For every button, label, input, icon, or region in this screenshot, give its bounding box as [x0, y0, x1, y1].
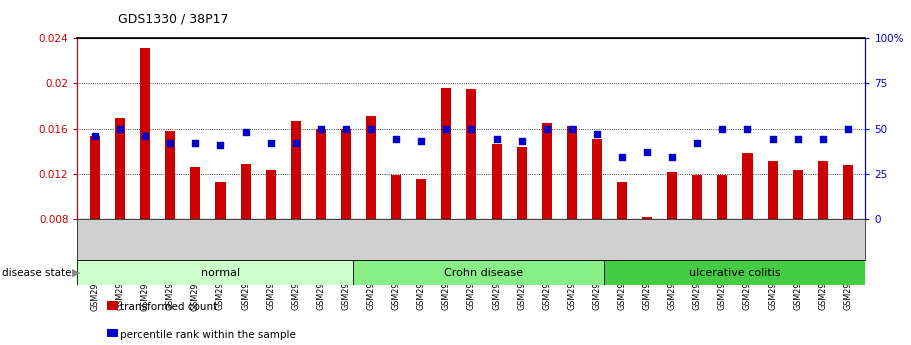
Bar — [366, 116, 376, 310]
Bar — [165, 131, 175, 310]
Bar — [140, 48, 150, 310]
Bar — [216, 182, 226, 310]
Bar — [642, 217, 652, 310]
Bar — [316, 128, 326, 310]
Point — [289, 140, 303, 146]
Bar — [341, 128, 351, 310]
Bar — [793, 170, 803, 310]
Text: Crohn disease: Crohn disease — [445, 268, 524, 277]
Bar — [567, 126, 577, 310]
Point — [414, 138, 428, 144]
Point — [339, 126, 353, 131]
Point — [539, 126, 554, 131]
Point — [113, 126, 128, 131]
Bar — [667, 171, 677, 310]
Bar — [266, 170, 276, 310]
Bar — [692, 175, 702, 310]
Point — [213, 142, 228, 148]
Point — [313, 126, 328, 131]
Bar — [768, 161, 778, 310]
Bar — [77, 260, 363, 285]
Text: transformed count: transformed count — [120, 302, 218, 312]
Point — [188, 140, 202, 146]
Point — [841, 126, 855, 131]
Point — [565, 126, 579, 131]
Bar — [492, 144, 502, 310]
Point — [791, 137, 805, 142]
Bar — [391, 175, 401, 310]
Bar — [742, 154, 752, 310]
Point — [665, 155, 680, 160]
Point — [439, 126, 454, 131]
Bar — [517, 147, 527, 310]
Bar — [291, 121, 301, 310]
Point — [163, 140, 178, 146]
Bar — [617, 182, 627, 310]
Bar — [241, 164, 251, 310]
Point — [464, 126, 478, 131]
Point — [815, 137, 830, 142]
Bar — [190, 167, 200, 310]
Point — [515, 138, 529, 144]
Bar — [416, 179, 426, 310]
Bar — [466, 89, 476, 310]
Bar — [592, 139, 602, 310]
Point — [263, 140, 278, 146]
Text: normal: normal — [201, 268, 240, 277]
Point — [690, 140, 704, 146]
Bar — [818, 161, 828, 310]
Bar — [441, 88, 451, 310]
Point — [87, 133, 102, 138]
Point — [640, 149, 654, 155]
Point — [389, 137, 404, 142]
Point — [489, 137, 504, 142]
Bar — [115, 118, 125, 310]
Text: ulcerative colitis: ulcerative colitis — [689, 268, 781, 277]
Text: percentile rank within the sample: percentile rank within the sample — [120, 330, 296, 339]
Point — [138, 133, 152, 138]
Point — [765, 137, 780, 142]
Bar — [90, 136, 100, 310]
Point — [589, 131, 604, 137]
Point — [741, 126, 755, 131]
Text: GDS1330 / 38P17: GDS1330 / 38P17 — [118, 12, 229, 25]
Bar — [717, 175, 727, 310]
Text: disease state: disease state — [2, 268, 71, 277]
Text: ▶: ▶ — [72, 268, 80, 277]
Point — [239, 129, 253, 135]
Bar — [542, 123, 552, 310]
Point — [715, 126, 730, 131]
Bar — [843, 165, 853, 310]
Point — [363, 126, 378, 131]
Bar — [605, 260, 865, 285]
Point — [615, 155, 630, 160]
Bar — [353, 260, 615, 285]
